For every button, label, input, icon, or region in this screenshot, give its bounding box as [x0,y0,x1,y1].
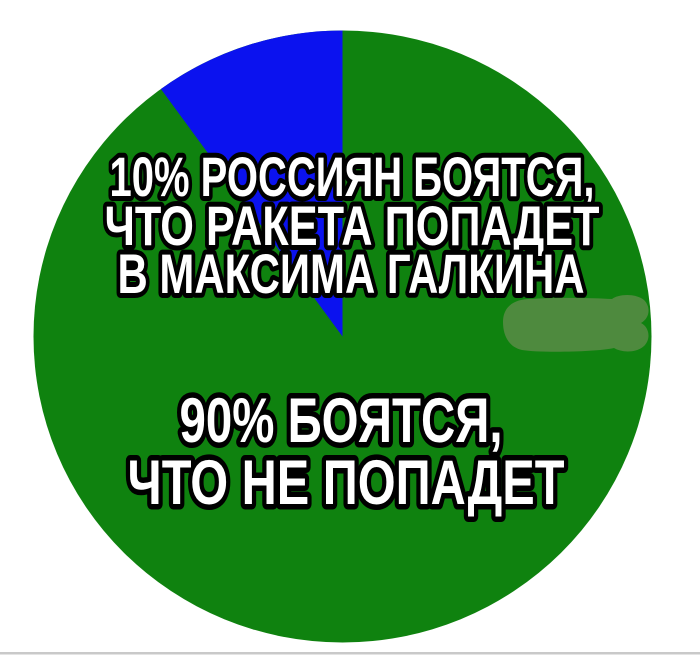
top-caption: 10% РОССИЯН БОЯТСЯ, ЧТО РАКЕТА ПОПАДЕТ В… [100,140,605,310]
top-caption-line-1: 10% РОССИЯН БОЯТСЯ, [110,145,595,208]
pie-slice-10-percent [160,30,343,337]
bottom-caption-line-1: 90% БОЯТСЯ, [180,386,503,456]
footer-divider [0,652,700,655]
bottom-caption: 90% БОЯТСЯ, ЧТО НЕ ПОПАДЕТ [122,381,570,524]
top-caption-line-3: В МАКСИМА ГАЛКИНА [118,242,585,305]
bottom-caption-line-2: ЧТО НЕ ПОПАДЕТ [128,448,565,518]
top-caption-line-2: ЧТО РАКЕТА ПОПАДЕТ [105,194,600,257]
censor-blob [503,295,649,352]
